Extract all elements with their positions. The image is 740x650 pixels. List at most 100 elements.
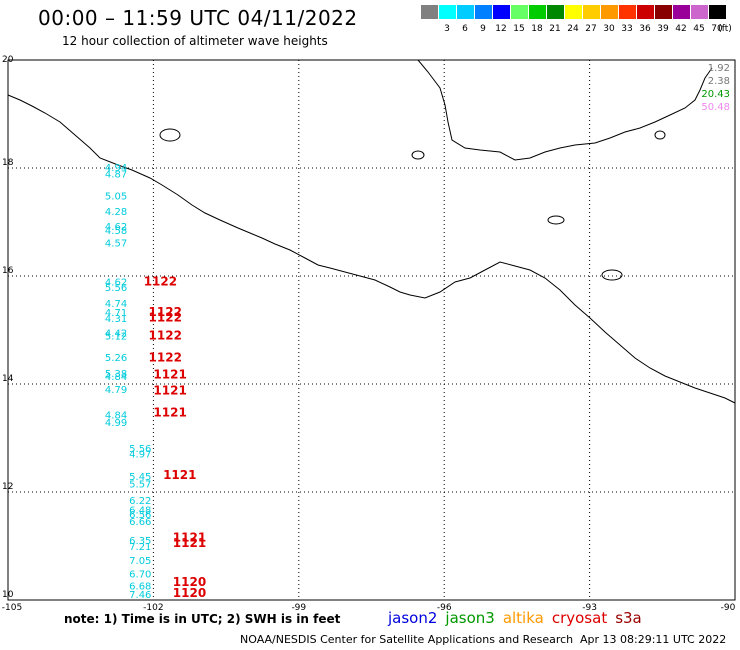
swh-observation: 4.74 bbox=[105, 299, 127, 310]
scale-swatch bbox=[601, 5, 618, 19]
swh-observation: 4.94 bbox=[105, 163, 127, 174]
credit-line: NOAA/NESDIS Center for Satellite Applica… bbox=[240, 633, 574, 646]
scale-label: 18 bbox=[531, 24, 543, 34]
scale-swatch bbox=[475, 5, 492, 19]
lat-tick-label: 12 bbox=[2, 482, 13, 492]
lat-tick-label: 14 bbox=[2, 374, 14, 384]
swh-observation: 4.58 bbox=[105, 226, 127, 237]
scale-label: 36 bbox=[639, 24, 651, 34]
pass-time-label: 1121 bbox=[173, 531, 206, 545]
map-frame bbox=[7, 59, 736, 601]
scale-swatch bbox=[637, 5, 654, 19]
pass-time-label: 1122 bbox=[149, 310, 182, 324]
pass-time-layer: 1122112211221122112211211121112111211121… bbox=[144, 275, 206, 600]
swh-observation: 4.71 bbox=[105, 308, 127, 319]
lon-tick-label: -93 bbox=[582, 603, 597, 613]
swh-observation: 6.35 bbox=[129, 536, 151, 547]
island bbox=[601, 269, 623, 281]
pass-time-label: 1122 bbox=[144, 275, 177, 289]
scale-label: 12 bbox=[495, 24, 507, 34]
swh-observation: 4.87 bbox=[105, 170, 127, 181]
scale-unit: (ft) bbox=[718, 24, 732, 34]
swh-observation: 5.12 bbox=[105, 332, 127, 343]
swh-observation: 7.05 bbox=[129, 556, 151, 567]
pass-time-label: 1122 bbox=[149, 329, 182, 343]
satellite-legend-item: s3a bbox=[615, 609, 642, 627]
scale-swatch bbox=[673, 5, 690, 19]
pass-time-label: 1122 bbox=[149, 350, 182, 364]
swh-observation: 7.21 bbox=[129, 542, 151, 553]
swh-observation: 6.56 bbox=[129, 510, 151, 521]
swh-observation: 6.22 bbox=[129, 496, 151, 507]
island bbox=[411, 150, 425, 160]
swh-observation: 5.56 bbox=[105, 283, 127, 294]
swh-observation: 4.57 bbox=[105, 238, 127, 249]
swh-observation: 4.84 bbox=[105, 411, 127, 422]
footer-note: note: 1) Time is in UTC; 2) SWH is in fe… bbox=[64, 612, 341, 626]
scale-label: 9 bbox=[480, 24, 486, 34]
lat-tick-label: 18 bbox=[2, 158, 14, 168]
scale-swatch bbox=[619, 5, 636, 19]
scale-label: 27 bbox=[585, 24, 597, 34]
swh-observation: 4.62 bbox=[105, 278, 127, 289]
scale-label: 21 bbox=[549, 24, 561, 34]
scale-label: 30 bbox=[603, 24, 615, 34]
scale-label: 39 bbox=[657, 24, 669, 34]
satellite-stat-value: 2.38 bbox=[707, 76, 730, 87]
swh-observation: 5.26 bbox=[105, 353, 127, 364]
pass-time-label: 1121 bbox=[153, 368, 186, 382]
lat-tick-label: 20 bbox=[2, 55, 14, 65]
scale-label: 70 bbox=[711, 24, 723, 34]
observation-layer: 4.944.875.054.284.624.584.574.625.564.74… bbox=[105, 163, 151, 601]
scale-label: 45 bbox=[693, 24, 705, 34]
scale-swatch bbox=[547, 5, 564, 19]
swh-observation: 4.62 bbox=[105, 222, 127, 233]
lon-tick-label: -96 bbox=[437, 603, 452, 613]
satellite-legend: jason2 jason3 altika cryosat s3a bbox=[388, 609, 650, 627]
pass-time-label: 1121 bbox=[153, 383, 186, 397]
pass-time-label: 1120 bbox=[173, 586, 206, 600]
scale-swatch bbox=[583, 5, 600, 19]
scale-label: 15 bbox=[513, 24, 525, 34]
scale-swatch bbox=[529, 5, 546, 19]
island bbox=[159, 128, 181, 142]
lon-tick-label: -105 bbox=[2, 603, 22, 613]
map-subtitle: 12 hour collection of altimeter wave hei… bbox=[62, 34, 328, 48]
pass-time-label: 1120 bbox=[173, 575, 206, 589]
scale-label: 33 bbox=[621, 24, 633, 34]
swh-observation: 4.97 bbox=[129, 449, 151, 460]
island bbox=[547, 215, 565, 225]
swh-observation: 5.57 bbox=[129, 480, 151, 491]
swh-observation: 5.56 bbox=[129, 444, 151, 455]
scale-label: 42 bbox=[675, 24, 687, 34]
scale-swatch bbox=[439, 5, 456, 19]
swh-observation: 6.70 bbox=[129, 569, 151, 580]
satellite-legend-item: jason3 bbox=[445, 609, 495, 627]
generated-timestamp: Apr 13 08:29:11 UTC 2022 bbox=[580, 633, 727, 646]
lat-tick-label: 10 bbox=[2, 590, 14, 600]
swh-observation: 6.66 bbox=[129, 517, 151, 528]
gulf-coastline bbox=[417, 59, 713, 161]
swh-observation: 5.38 bbox=[105, 369, 127, 380]
swh-observation: 4.28 bbox=[105, 207, 127, 218]
scale-swatch bbox=[655, 5, 672, 19]
coastline bbox=[7, 94, 736, 404]
swh-observation: 4.79 bbox=[105, 385, 127, 396]
pass-time-label: 1121 bbox=[163, 468, 196, 482]
satellite-stat-value: 50.48 bbox=[701, 102, 730, 113]
island bbox=[654, 130, 666, 140]
scale-swatch bbox=[691, 5, 708, 19]
scale-swatch bbox=[511, 5, 528, 19]
scale-label: 3 bbox=[444, 24, 450, 34]
scale-swatch bbox=[709, 5, 726, 19]
swh-observation: 5.45 bbox=[129, 472, 151, 483]
axis-tick-labels: -105 -102 -99 -96 -93 -90 20 18 16 14 12 10 bbox=[2, 55, 736, 613]
swh-observation: 6.68 bbox=[129, 582, 151, 593]
satellite-legend-item: cryosat bbox=[551, 609, 608, 627]
satellite-legend-item: jason2 bbox=[388, 609, 438, 627]
scale-label: 24 bbox=[567, 24, 579, 34]
swh-observation: 7.46 bbox=[129, 590, 151, 601]
pass-time-label: 1121 bbox=[153, 405, 186, 419]
lon-tick-label: -102 bbox=[143, 603, 163, 613]
